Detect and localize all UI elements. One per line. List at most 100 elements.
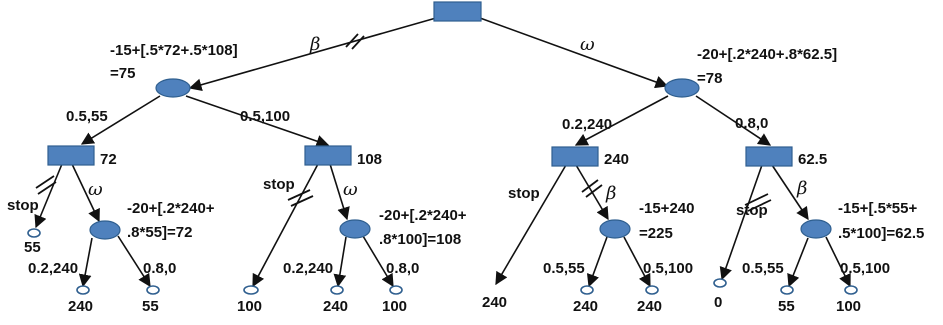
c2-calc-line1: -20+[.2*240+ — [379, 207, 467, 224]
edge-d1-stop — [34, 163, 63, 229]
left-chance-calc-line1: -15+[.5*72+.5*108] — [110, 42, 238, 59]
c3-out-b-label: 0.5,100 — [643, 260, 693, 277]
terminal-node-d4-stop — [713, 278, 727, 288]
decision-node-d1 — [47, 145, 95, 166]
edge-d4-to-chance — [771, 164, 809, 221]
prune-mark-d4-stop — [744, 193, 772, 212]
terminal-node-c1-a — [76, 285, 90, 295]
c1-calc-line1: -20+[.2*240+ — [127, 200, 215, 217]
edge-left-chance-to-d1 — [80, 95, 161, 145]
c3-calc-line1: -15+240 — [639, 200, 694, 217]
c1-leaf-b-value: 55 — [142, 298, 159, 315]
edge-right-chance-to-d3 — [574, 95, 669, 146]
decision-node-d2 — [304, 145, 352, 166]
root-right-action-label: ω — [580, 34, 595, 55]
d1-value-label: 72 — [100, 151, 117, 168]
prune-mark-d2-stop — [287, 189, 314, 207]
terminal-node-c2-a — [330, 285, 344, 295]
prune-mark-root-left — [345, 33, 365, 50]
edge-root-to-left-chance — [188, 17, 437, 92]
root-left-action-label: β — [309, 34, 320, 55]
decision-node-d4 — [745, 146, 793, 167]
chance-node-c4 — [800, 219, 832, 239]
d2-stop-value-label: 100 — [237, 298, 262, 315]
edge-c3-to-leaf-a — [586, 236, 608, 288]
d1-action-label: ω — [88, 179, 103, 200]
edge-c4-to-leaf-b — [825, 236, 851, 288]
right-chance-calc-line2: =78 — [697, 70, 722, 87]
c1-out-b-label: 0.8,0 — [143, 260, 176, 277]
d1-stop-label: stop — [7, 197, 39, 214]
c4-calc-line1: -15+[.5*55+ — [838, 200, 917, 217]
c2-leaf-a-value: 240 — [323, 298, 348, 315]
edge-d3-stop — [495, 164, 567, 286]
c1-leaf-a-value: 240 — [68, 298, 93, 315]
terminal-node-c4-a — [780, 285, 794, 295]
edge-d4-stop — [719, 164, 763, 281]
d2-stop-label: stop — [263, 176, 295, 193]
c4-calc-line2: .5*100]=62.5 — [838, 225, 924, 242]
terminal-node-c1-b — [146, 285, 160, 295]
c4-leaf-a-value: 55 — [778, 298, 795, 315]
d4-stop-label: stop — [736, 202, 768, 219]
c1-calc-line2: .8*55]=72 — [127, 224, 192, 241]
d3-value-label: 240 — [604, 151, 629, 168]
terminal-node-c2-b — [389, 285, 403, 295]
edge-c2-to-leaf-b — [362, 235, 394, 288]
edge-c3-to-leaf-b — [623, 236, 651, 288]
d4-value-label: 62.5 — [798, 151, 827, 168]
c3-leaf-a-value: 240 — [573, 298, 598, 315]
chance-node-c3 — [599, 219, 631, 239]
c3-leaf-b-value: 240 — [637, 298, 662, 315]
edge-left-chance-to-d2 — [185, 95, 330, 148]
left-chance-edge-b-label: 0.5,100 — [240, 108, 290, 125]
c1-out-a-label: 0.2,240 — [28, 260, 78, 277]
c4-out-a-label: 0.5,55 — [742, 260, 784, 277]
root-decision-node — [433, 1, 482, 22]
terminal-node-d1-stop — [27, 228, 41, 238]
left-chance-edge-a-label: 0.5,55 — [66, 108, 108, 125]
c2-calc-line2: .8*100]=108 — [379, 231, 461, 248]
decision-node-d3 — [551, 146, 599, 167]
c4-out-b-label: 0.5,100 — [840, 260, 890, 277]
d3-stop-label: stop — [508, 185, 540, 202]
d4-action-label: β — [796, 178, 807, 199]
right-chance-node — [664, 78, 700, 98]
edge-c2-to-leaf-a — [333, 236, 347, 288]
prune-mark-d1-stop — [35, 175, 57, 195]
edge-d1-to-chance — [71, 163, 100, 223]
right-chance-edge-a-label: 0.2,240 — [562, 116, 612, 133]
d4-stop-value-label: 0 — [714, 294, 722, 311]
d2-action-label: ω — [343, 179, 358, 200]
edge-c1-to-leaf-b — [117, 235, 151, 288]
c3-out-a-label: 0.5,55 — [543, 260, 585, 277]
chance-node-c1 — [89, 220, 121, 240]
c2-leaf-b-value: 100 — [382, 298, 407, 315]
edge-d2-stop — [252, 163, 319, 288]
edge-d2-to-chance — [329, 163, 350, 221]
left-chance-node — [155, 78, 191, 98]
right-chance-edge-b-label: 0.8,0 — [735, 115, 768, 132]
left-chance-calc-line2: =75 — [110, 65, 135, 82]
c3-calc-line2: =225 — [639, 225, 673, 242]
d3-stop-value-label: 240 — [482, 294, 507, 311]
terminal-node-d2-stop — [243, 285, 259, 295]
terminal-node-c3-b — [645, 285, 659, 295]
d3-action-label: β — [605, 183, 616, 204]
right-chance-calc-line1: -20+[.2*240+.8*62.5] — [697, 46, 837, 63]
edge-root-to-right-chance — [479, 17, 669, 89]
edge-right-chance-to-d4 — [695, 95, 772, 146]
chance-node-c2 — [339, 219, 371, 239]
edge-c4-to-leaf-a — [787, 237, 809, 288]
d1-stop-value-label: 55 — [24, 239, 41, 256]
d2-value-label: 108 — [357, 151, 382, 168]
c4-leaf-b-value: 100 — [836, 298, 861, 315]
terminal-node-c3-a — [580, 285, 594, 295]
edge-c1-to-leaf-a — [78, 237, 93, 288]
prune-mark-d3-to-chance — [581, 179, 603, 198]
terminal-node-c4-b — [844, 285, 858, 295]
c2-out-a-label: 0.2,240 — [283, 260, 333, 277]
c2-out-b-label: 0.8,0 — [386, 260, 419, 277]
